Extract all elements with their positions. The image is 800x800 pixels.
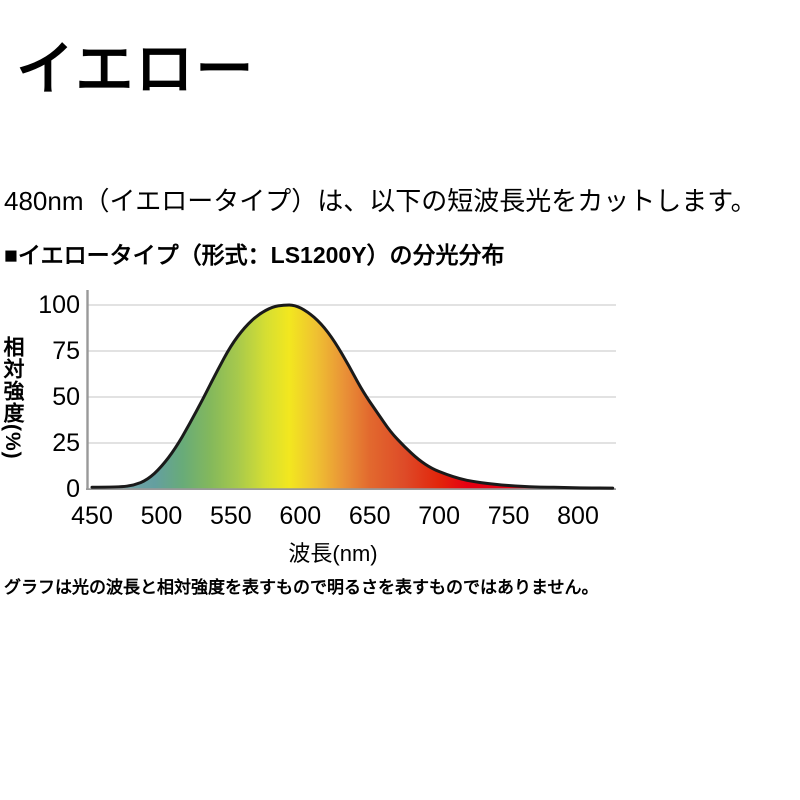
y-tick-label: 100: [38, 291, 80, 319]
x-tick-label: 450: [71, 502, 113, 530]
y-axis-label: 相対強度(%): [1, 336, 24, 460]
x-tick-label: 550: [209, 502, 252, 530]
y-tick-label: 25: [52, 429, 80, 457]
spectrum-area: [92, 305, 613, 489]
spectral-distribution-chart: [86, 290, 616, 491]
chart-canvas: [86, 290, 616, 491]
x-axis-label: 波長(nm): [288, 541, 378, 566]
page-title: イエロー: [16, 37, 256, 102]
chart-heading: ■イエロータイプ（形式：LS1200Y）の分光分布: [4, 242, 505, 268]
x-tick-label: 800: [557, 502, 599, 530]
x-tick-label: 500: [140, 502, 183, 530]
y-tick-label: 50: [52, 383, 80, 411]
filter-description: 480nm（イエロータイプ）は、以下の短波長光をカットします。: [4, 186, 757, 216]
chart-footnote: グラフは光の波長と相対強度を表すもので明るさを表すものではありません。: [4, 578, 599, 597]
x-tick-label: 600: [279, 502, 322, 530]
x-tick-label: 750: [487, 502, 530, 530]
x-tick-label: 650: [348, 502, 391, 530]
y-tick-label: 75: [52, 337, 80, 365]
y-tick-label: 0: [66, 475, 80, 503]
spectrum-curve: [90, 303, 615, 490]
x-tick-label: 700: [418, 502, 460, 530]
